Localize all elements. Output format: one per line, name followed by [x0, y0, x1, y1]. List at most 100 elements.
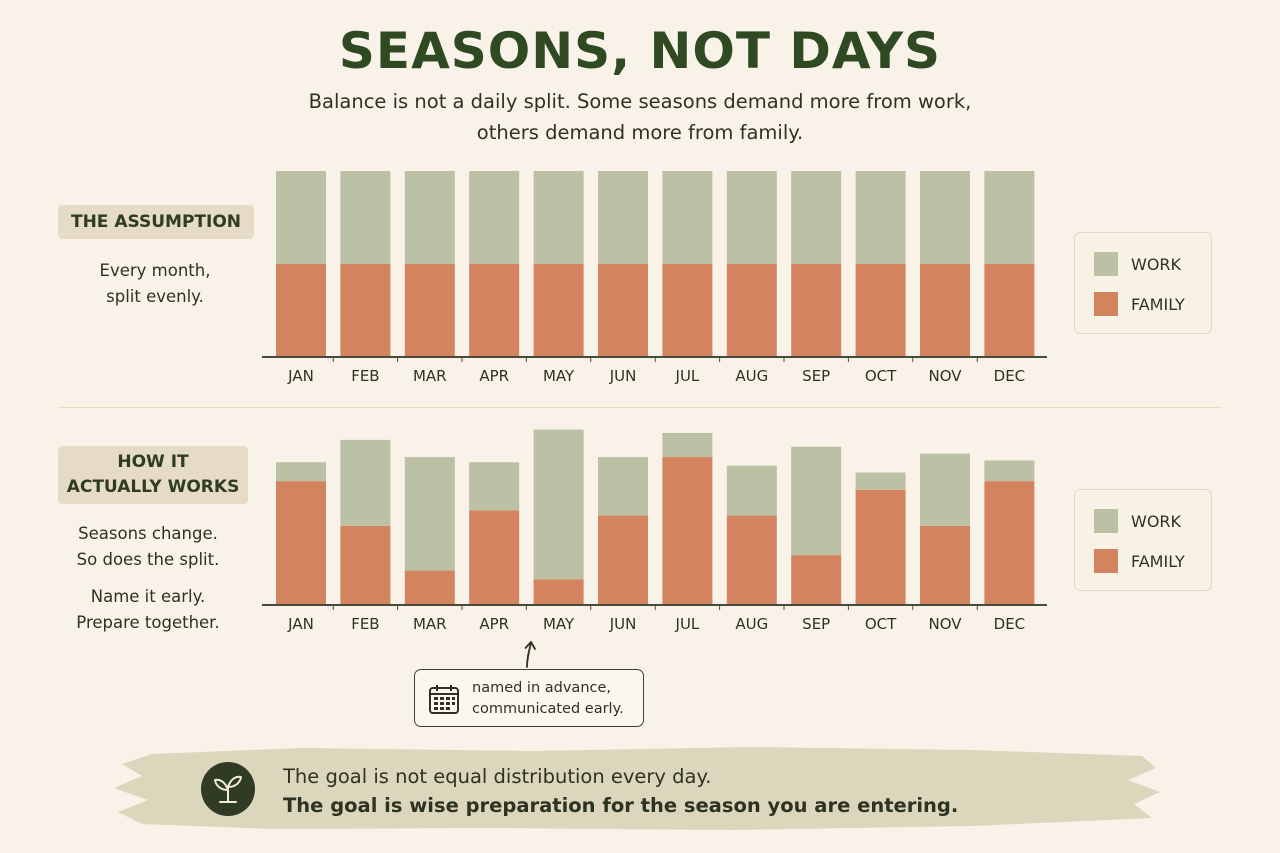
- tick-label-jan: JAN: [287, 615, 314, 633]
- bar-work-apr: [469, 171, 520, 264]
- bar-family-apr: [469, 264, 520, 357]
- bar-family-oct: [855, 489, 906, 605]
- bar-work-jun: [598, 171, 648, 264]
- actual-tag: HOW IT ACTUALLY WORKS: [58, 446, 248, 504]
- callout-box: named in advance, communicated early.: [414, 669, 644, 727]
- bar-family-jun: [598, 515, 648, 605]
- bar-family-sep: [791, 264, 842, 357]
- bar-family-aug: [726, 264, 777, 357]
- bar-family-mar: [404, 264, 455, 357]
- bar-work-mar: [404, 457, 455, 571]
- tick-label-may: MAY: [543, 367, 575, 385]
- assumption-text-line-1: Every month,: [99, 261, 211, 280]
- tick-label-sep: SEP: [802, 615, 830, 633]
- subtitle: Balance is not a daily split. Some seaso…: [240, 86, 1040, 148]
- actual-text-2-line-2: Prepare together.: [76, 613, 220, 632]
- goal-text-2: The goal is wise preparation for the sea…: [283, 794, 959, 817]
- tick-label-jun: JUN: [609, 615, 637, 633]
- bar-work-feb: [340, 439, 391, 526]
- tick-label-mar: MAR: [413, 367, 447, 385]
- actual-text-prepare: Name it early. Prepare together.: [66, 584, 230, 636]
- tick-label-feb: FEB: [351, 615, 379, 633]
- bar-work-jan: [276, 462, 326, 482]
- bar-family-may: [533, 579, 584, 605]
- bar-family-apr: [469, 510, 520, 605]
- bar-work-dec: [984, 171, 1035, 264]
- assumption-text: Every month, split evenly.: [80, 258, 230, 310]
- legend-swatch-work: [1094, 252, 1118, 276]
- tick-label-dec: DEC: [994, 367, 1026, 385]
- tick-label-sep: SEP: [802, 367, 830, 385]
- bar-family-nov: [920, 264, 970, 357]
- goal-banner: [114, 747, 1160, 830]
- tick-label-aug: AUG: [735, 367, 768, 385]
- actual-text-1-line-1: Seasons change.: [78, 524, 218, 543]
- callout-arrow-icon: [524, 641, 536, 668]
- bar-work-sep: [791, 446, 842, 556]
- actual-text-seasons: Seasons change. So does the split.: [66, 521, 230, 573]
- bar-family-jun: [598, 264, 648, 357]
- legend-label-family: FAMILY: [1131, 551, 1185, 571]
- actual-text-1-line-2: So does the split.: [76, 550, 220, 569]
- bar-family-aug: [726, 515, 777, 605]
- bar-family-dec: [984, 264, 1035, 357]
- tick-label-mar: MAR: [413, 615, 447, 633]
- calendar-icon: [429, 685, 459, 714]
- assumption-legend: WORK FAMILY: [1074, 232, 1212, 334]
- callout-line-2: communicated early.: [472, 701, 624, 717]
- bar-family-oct: [855, 264, 906, 357]
- bar-family-feb: [340, 264, 391, 357]
- legend-label-work: WORK: [1131, 511, 1182, 531]
- section-divider: [58, 407, 1222, 408]
- tick-label-feb: FEB: [351, 367, 379, 385]
- bar-work-mar: [404, 171, 455, 264]
- bar-family-jul: [662, 457, 713, 605]
- bar-work-aug: [726, 465, 777, 516]
- bar-family-jan: [276, 481, 326, 605]
- assumption-text-line-2: split evenly.: [106, 287, 204, 306]
- actual-tag-line-1: HOW IT: [117, 452, 189, 472]
- subtitle-line-2: others demand more from family.: [476, 121, 804, 144]
- bar-family-feb: [340, 525, 391, 605]
- bar-family-dec: [984, 481, 1035, 605]
- tick-label-jul: JUL: [675, 367, 700, 385]
- actual-text-2-line-1: Name it early.: [90, 587, 206, 606]
- bar-work-jan: [276, 171, 326, 264]
- bar-work-jun: [598, 457, 648, 516]
- assumption-chart: JAN FEB MAR APR MAY JUN JUL AUG SEP OCT NOV DEC: [262, 171, 1047, 385]
- tick-label-jun: JUN: [609, 367, 637, 385]
- legend-item-work: WORK: [1094, 252, 1181, 276]
- actual-legend: WORK FAMILY: [1074, 489, 1212, 591]
- bar-work-sep: [791, 171, 842, 264]
- bar-family-may: [533, 264, 584, 357]
- bar-family-mar: [404, 570, 455, 605]
- bar-work-apr: [469, 462, 520, 511]
- tick-label-aug: AUG: [735, 615, 768, 633]
- goal-text-1: The goal is not equal distribution every…: [283, 765, 712, 788]
- bar-family-jan: [276, 264, 326, 357]
- bar-work-oct: [855, 472, 906, 490]
- sprout-icon: [201, 762, 255, 816]
- bar-work-aug: [726, 171, 777, 264]
- subtitle-line-1: Balance is not a daily split. Some seaso…: [308, 90, 972, 113]
- sprout-glyph: [214, 775, 242, 803]
- bar-work-nov: [920, 453, 970, 526]
- tick-label-dec: DEC: [994, 615, 1026, 633]
- tick-label-apr: APR: [479, 615, 509, 633]
- bar-work-nov: [920, 171, 970, 264]
- tick-label-may: MAY: [543, 615, 575, 633]
- actual-tag-line-2: ACTUALLY WORKS: [66, 477, 240, 497]
- bar-family-nov: [920, 525, 970, 605]
- bar-work-jul: [662, 171, 713, 264]
- bar-work-may: [533, 171, 584, 264]
- bar-work-may: [533, 429, 584, 580]
- tick-label-apr: APR: [479, 367, 509, 385]
- bar-work-feb: [340, 171, 391, 264]
- tick-label-oct: OCT: [865, 615, 897, 633]
- bar-family-sep: [791, 555, 842, 605]
- callout-line-1: named in advance,: [472, 680, 612, 696]
- bar-work-jul: [662, 433, 713, 458]
- callout-text: named in advance, communicated early.: [472, 678, 624, 720]
- bar-work-dec: [984, 460, 1035, 482]
- bar-work-oct: [855, 171, 906, 264]
